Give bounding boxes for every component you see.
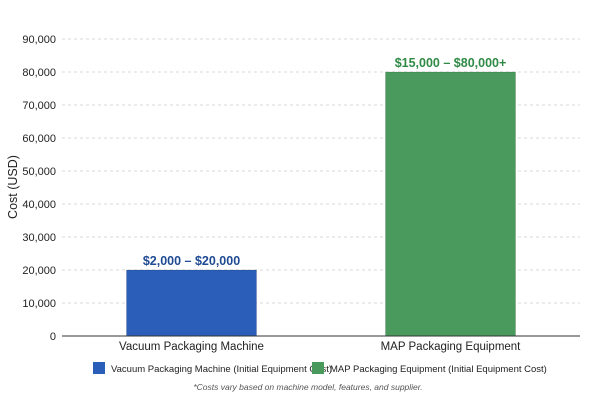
y-tick-labels: 0 10,000 20,000 30,000 40,000 50,000 60,000 70,… bbox=[22, 34, 56, 343]
bar bbox=[126, 269, 257, 337]
y-tick-label: 70,000 bbox=[22, 100, 56, 112]
bar-value-label: $15,000 – $80,000+ bbox=[395, 56, 507, 70]
y-axis-title: Cost (USD) bbox=[6, 155, 20, 219]
legend-label: MAP Packaging Equipment (Initial Equipme… bbox=[330, 364, 547, 375]
category-label: MAP Packaging Equipment bbox=[381, 341, 522, 353]
category-label: Vacuum Packaging Machine bbox=[119, 341, 264, 353]
y-tick-label: 10,000 bbox=[22, 298, 56, 310]
bars bbox=[126, 71, 516, 337]
y-tick-label: 60,000 bbox=[22, 133, 56, 145]
footnote: *Costs vary based on machine model, feat… bbox=[193, 382, 422, 392]
legend: Vacuum Packaging Machine (Initial Equipm… bbox=[93, 362, 547, 375]
category-labels: Vacuum Packaging Machine MAP Packaging Eq… bbox=[119, 341, 521, 353]
y-tick-label: 30,000 bbox=[22, 232, 56, 244]
y-tick-label: 20,000 bbox=[22, 265, 56, 277]
legend-label: Vacuum Packaging Machine (Initial Equipm… bbox=[111, 364, 332, 375]
legend-swatch bbox=[93, 362, 105, 374]
y-tick-label: 40,000 bbox=[22, 199, 56, 211]
y-tick-label: 80,000 bbox=[22, 67, 56, 79]
value-labels: $2,000 – $20,000 $15,000 – $80,000+ bbox=[143, 56, 506, 268]
legend-swatch bbox=[312, 362, 324, 374]
bar bbox=[385, 71, 516, 337]
y-tick-label: 50,000 bbox=[22, 166, 56, 178]
y-tick-label: 0 bbox=[50, 331, 56, 343]
bar-value-label: $2,000 – $20,000 bbox=[143, 254, 240, 268]
y-tick-label: 90,000 bbox=[22, 34, 56, 46]
